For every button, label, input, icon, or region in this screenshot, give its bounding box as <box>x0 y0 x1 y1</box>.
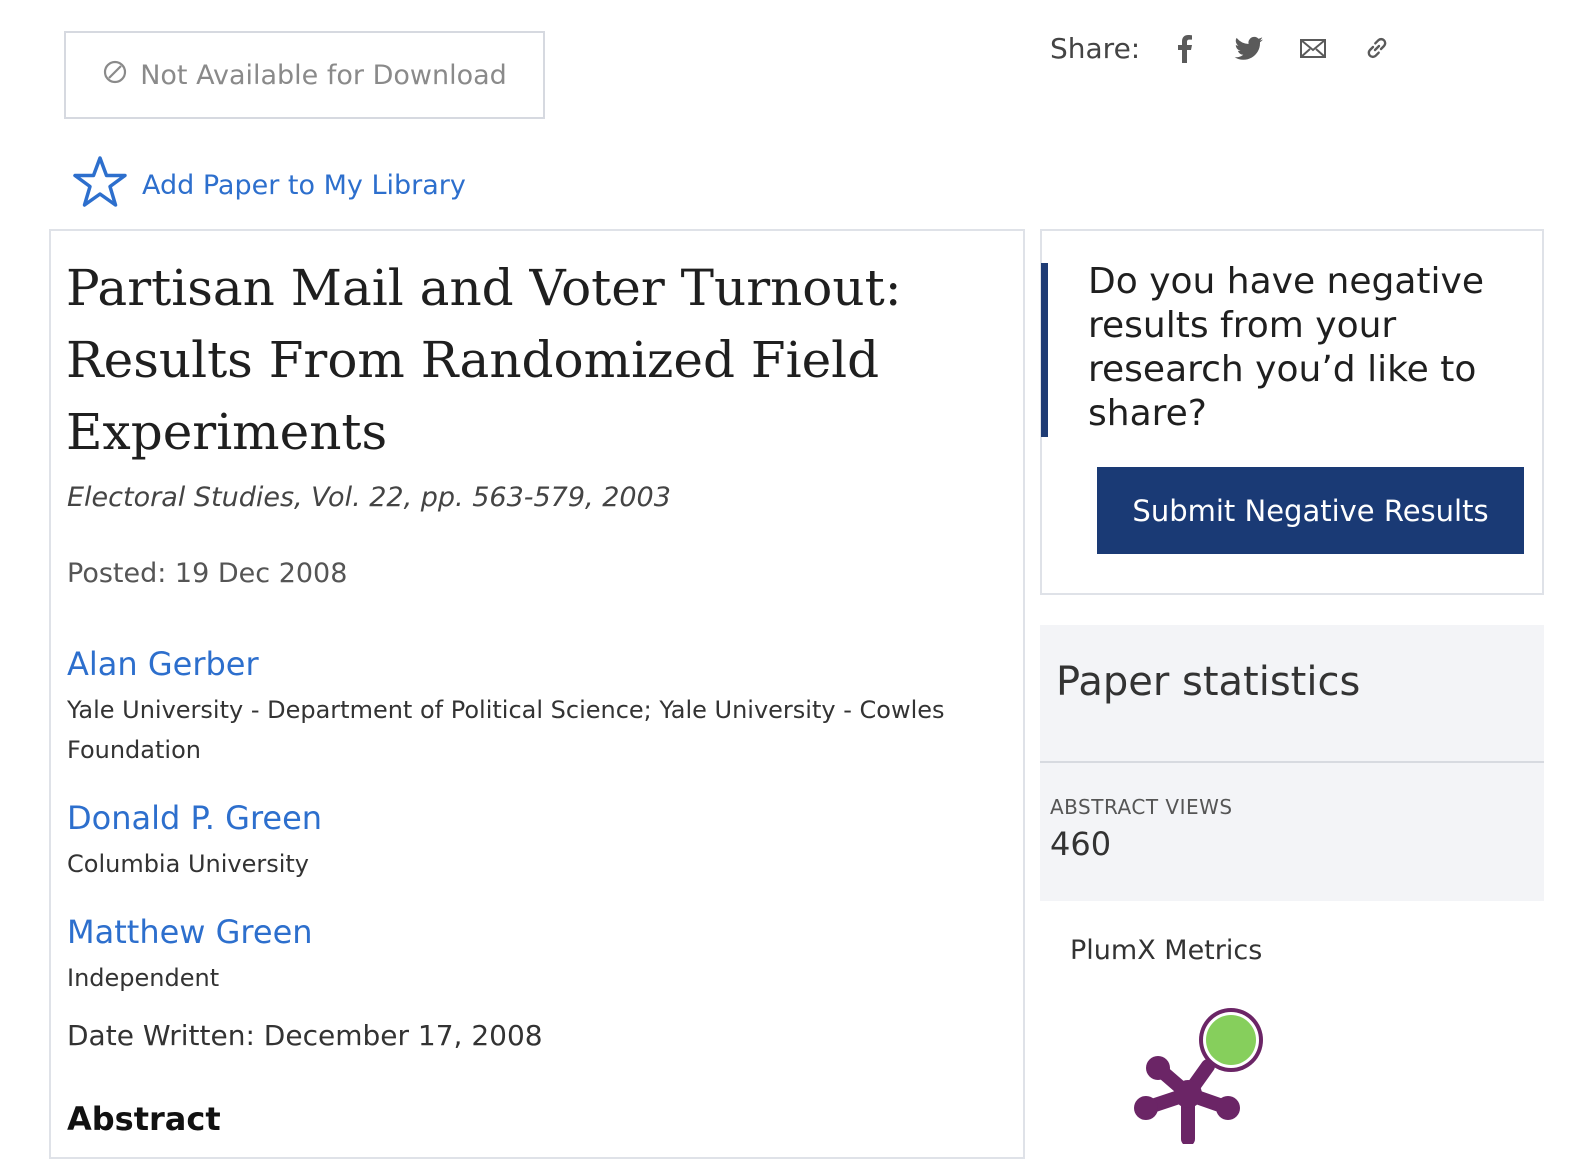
statistics-divider <box>1040 761 1544 763</box>
author-name-link[interactable]: Donald P. Green <box>67 799 323 837</box>
paper-statistics-panel: Paper statistics ABSTRACT VIEWS 460 <box>1040 625 1544 901</box>
download-unavailable-box: Not Available for Download <box>64 31 545 119</box>
submit-negative-results-button[interactable]: Submit Negative Results <box>1097 467 1524 554</box>
abstract-heading: Abstract <box>67 1100 221 1138</box>
facebook-icon[interactable] <box>1170 33 1200 63</box>
author-name-link[interactable]: Alan Gerber <box>67 645 259 683</box>
author-affiliation: Columbia University <box>67 850 310 878</box>
download-unavailable-label: Not Available for Download <box>140 59 507 91</box>
author-affiliation: Independent <box>67 964 220 992</box>
unavailable-icon <box>102 59 128 92</box>
accent-bar <box>1041 263 1048 437</box>
author-name-link[interactable]: Matthew Green <box>67 913 313 951</box>
twitter-icon[interactable] <box>1234 33 1264 63</box>
paper-title: Partisan Mail and Voter Turnout: Results… <box>66 259 902 461</box>
statistics-title: Paper statistics <box>1056 659 1361 705</box>
negative-results-question: Do you have negative results from your r… <box>1088 261 1484 434</box>
link-icon[interactable] <box>1362 33 1392 63</box>
paper-citation: Electoral Studies, Vol. 22, pp. 563-579,… <box>67 482 671 513</box>
add-to-library-label: Add Paper to My Library <box>142 170 466 201</box>
share-label: Share: <box>1050 31 1141 65</box>
email-icon[interactable] <box>1298 33 1328 63</box>
date-written: Date Written: December 17, 2008 <box>67 1019 543 1052</box>
posted-date: Posted: 19 Dec 2008 <box>67 558 348 589</box>
share-bar: Share: <box>1050 28 1392 68</box>
author-affiliation: Yale University - Department of Politica… <box>67 696 945 764</box>
abstract-views-value: 460 <box>1050 825 1112 863</box>
plumx-logo-icon[interactable] <box>1128 1004 1268 1146</box>
abstract-views-label: ABSTRACT VIEWS <box>1050 795 1233 819</box>
add-to-library-link[interactable]: Add Paper to My Library <box>72 155 466 216</box>
plumx-metrics-label: PlumX Metrics <box>1070 935 1263 966</box>
star-icon <box>72 155 128 216</box>
